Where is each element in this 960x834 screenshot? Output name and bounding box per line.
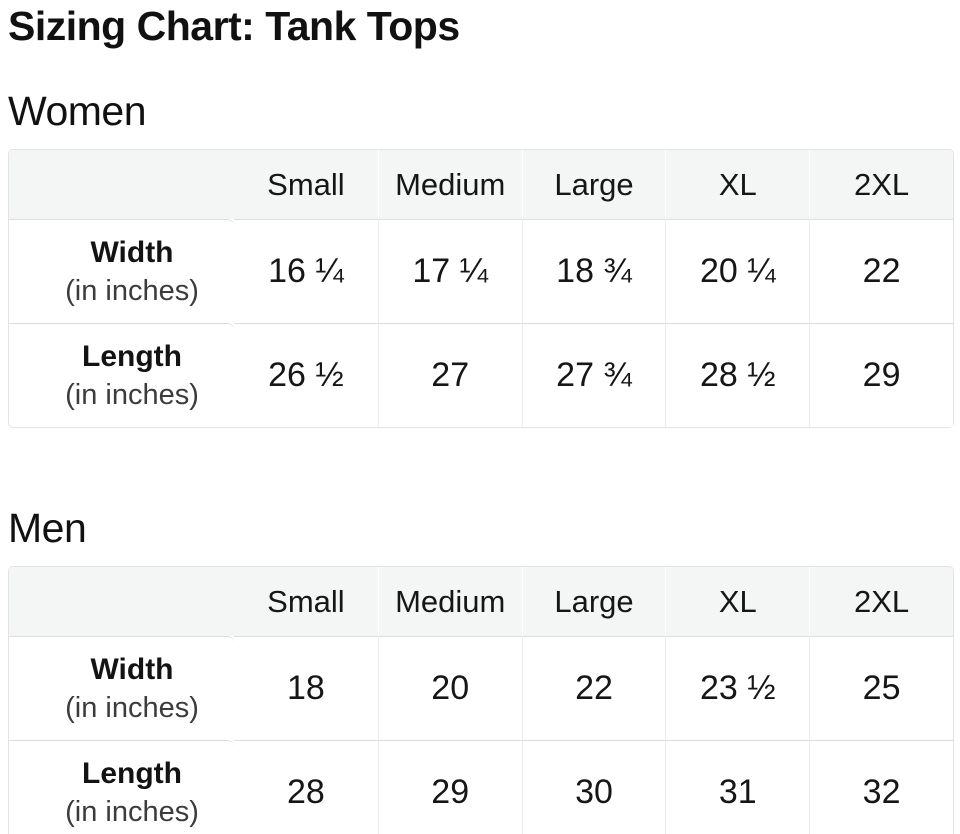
value-cell: 22 [809,219,953,323]
women-width-row: Width (in inches) 16 ¼ 17 ¼ 18 ¾ 20 ¼ 22 [9,219,953,323]
page-title: Sizing Chart: Tank Tops [8,3,460,49]
column-header-medium: Medium [377,150,522,219]
row-label-length: Length (in inches) [9,740,234,834]
column-header-large: Large [521,567,666,636]
column-header-small: Small [234,150,378,219]
row-label-title: Width [90,652,174,686]
value-cell: 27 ¾ [521,323,666,427]
women-length-row: Length (in inches) 26 ½ 27 27 ¾ 28 ½ 29 [9,323,953,427]
section-heading-men: Men [8,505,87,551]
value-cell: 31 [665,740,810,834]
men-width-row: Width (in inches) 18 20 22 23 ½ 25 [9,636,953,740]
men-length-row: Length (in inches) 28 29 30 31 32 [9,740,953,834]
column-header-medium: Medium [377,567,522,636]
corner-cell [9,567,234,636]
men-sizing-table: Small Medium Large XL 2XL Width (in inch… [8,566,954,834]
column-header-xl: XL [665,150,810,219]
value-cell: 16 ¼ [234,219,378,323]
row-label-unit: (in inches) [65,691,199,724]
value-cell: 18 [234,636,378,740]
corner-cell [9,150,234,219]
row-label-width: Width (in inches) [9,636,234,740]
column-header-small: Small [234,567,378,636]
value-cell: 22 [521,636,666,740]
men-size-header-row: Small Medium Large XL 2XL [9,567,953,636]
row-label-unit: (in inches) [65,795,199,828]
value-cell: 28 [234,740,378,834]
column-header-large: Large [521,150,666,219]
value-cell: 28 ½ [665,323,810,427]
value-cell: 32 [809,740,953,834]
value-cell: 30 [521,740,666,834]
value-cell: 23 ½ [665,636,810,740]
row-label-unit: (in inches) [65,378,199,411]
women-sizing-table: Small Medium Large XL 2XL Width (in inch… [8,149,954,428]
column-header-2xl: 2XL [809,567,953,636]
row-label-title: Length [82,756,182,790]
value-cell: 18 ¾ [521,219,666,323]
value-cell: 29 [377,740,522,834]
column-header-2xl: 2XL [809,150,953,219]
value-cell: 25 [809,636,953,740]
women-size-header-row: Small Medium Large XL 2XL [9,150,953,219]
row-label-length: Length (in inches) [9,323,234,427]
row-label-width: Width (in inches) [9,219,234,323]
value-cell: 29 [809,323,953,427]
value-cell: 20 [377,636,522,740]
value-cell: 27 [377,323,522,427]
section-heading-women: Women [8,88,147,134]
row-label-unit: (in inches) [65,274,199,307]
value-cell: 20 ¼ [665,219,810,323]
row-label-title: Width [90,235,174,269]
value-cell: 17 ¼ [377,219,522,323]
column-header-xl: XL [665,567,810,636]
row-label-title: Length [82,339,182,373]
value-cell: 26 ½ [234,323,378,427]
